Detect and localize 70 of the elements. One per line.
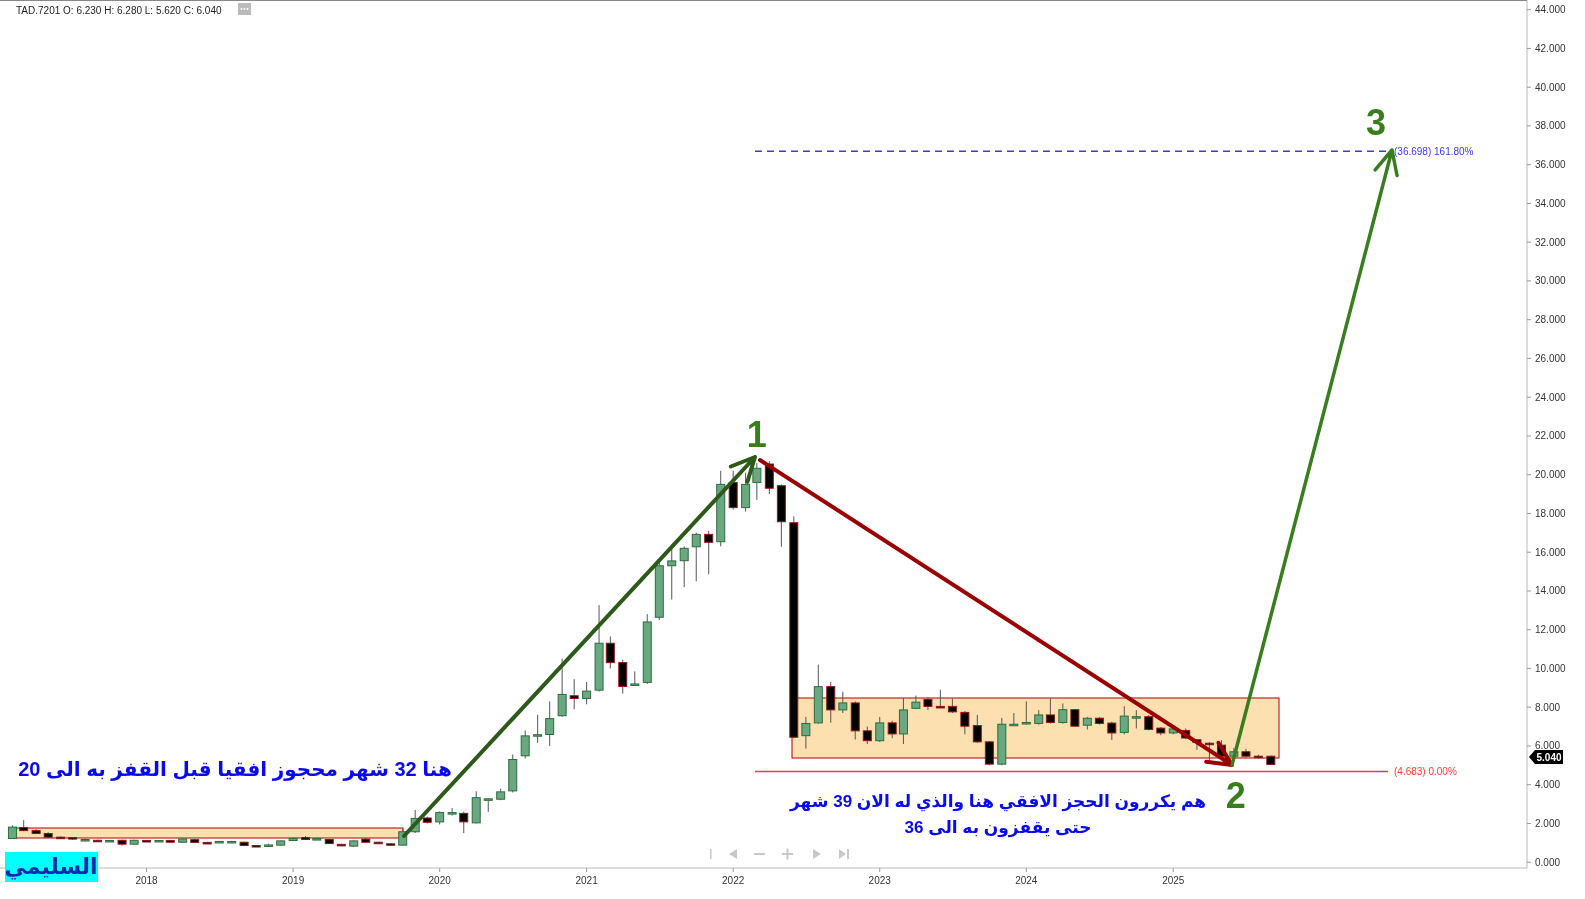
candlestick: [447, 807, 457, 817]
y-tick-label: 14.000: [1535, 585, 1567, 597]
y-tick-label: 6.000: [1535, 740, 1561, 752]
y-tick-label: 4.000: [1535, 779, 1561, 791]
annotation: السليمي: [4, 854, 98, 880]
candlestick: [875, 716, 885, 743]
candlestick: [741, 472, 751, 512]
y-tick-label: 28.000: [1535, 314, 1567, 326]
candlestick: [838, 691, 848, 714]
y-tick-label: 8.000: [1535, 701, 1561, 713]
y-tick-label: 30.000: [1535, 275, 1567, 287]
candlestick: [1009, 712, 1019, 727]
candlestick: [972, 714, 982, 744]
annotation: 1: [746, 414, 767, 456]
x-tick-label: 2020: [428, 875, 452, 886]
candlestick: [582, 681, 592, 705]
x-tick-label: 2023: [868, 875, 892, 886]
y-tick-label: 10.000: [1535, 662, 1567, 674]
y-tick-label: 44.000: [1535, 4, 1567, 16]
x-tick-label: 2018: [135, 875, 159, 886]
x-tick-label: 2025: [1162, 875, 1185, 886]
y-tick-label: 36.000: [1535, 159, 1567, 171]
candlestick: [801, 716, 811, 750]
candlestick: [960, 710, 970, 735]
candlestick: [557, 658, 567, 718]
candlestick: [1021, 700, 1031, 726]
y-tick-label: 34.000: [1535, 197, 1567, 209]
candlestick: [1045, 697, 1055, 725]
candlestick: [679, 545, 689, 588]
candlestick: [1058, 702, 1068, 725]
candlestick: [1119, 705, 1129, 735]
y-tick-label: 16.000: [1535, 546, 1567, 558]
y-tick-label: 32.000: [1535, 236, 1567, 248]
annotation: 2: [1225, 775, 1246, 817]
y-tick-label: 12.000: [1535, 624, 1567, 636]
x-tick-label: 2022: [722, 875, 745, 886]
y-tick-label: 26.000: [1535, 352, 1567, 364]
candlestick: [826, 681, 836, 724]
candlestick: [459, 811, 469, 834]
candlestick: [984, 740, 994, 766]
y-tick-label: 0.000: [1535, 856, 1561, 868]
y-tick-label: 38.000: [1535, 120, 1567, 132]
candlestick: [1131, 709, 1141, 729]
ref-line-label: (4.683) 0.00%: [1394, 765, 1457, 777]
y-tick-label: 24.000: [1535, 391, 1567, 403]
candlestick: [935, 689, 945, 709]
candlestick: [520, 729, 530, 760]
y-tick-label: 20.000: [1535, 469, 1567, 481]
candlestick: [752, 462, 762, 501]
text: TAD.7201 O: 6.230 H: 6.280 L: 5.620 C: 6.040: [16, 5, 222, 16]
candlestick: [618, 659, 628, 695]
candlestick: [569, 678, 579, 710]
candlestick: [691, 532, 701, 582]
text: 5.040: [1536, 751, 1562, 763]
y-tick-label: 42.000: [1535, 42, 1567, 54]
candlestick: [605, 635, 615, 669]
candlestick: [545, 700, 555, 747]
y-tick-label: 2.000: [1535, 817, 1561, 829]
annotation: هم يكررون الحجز الافقي هنا والذي له الان 39 شهر حتى يقفزون به الى 36: [788, 792, 1207, 838]
annotation: 3: [1365, 102, 1387, 143]
candlestick: [704, 530, 714, 575]
x-tick-label: 2019: [281, 875, 305, 886]
y-tick-label: 40.000: [1535, 81, 1567, 93]
x-tick-label: 2024: [1015, 875, 1038, 886]
ref-line-label: (36.698) 161.80%: [1394, 145, 1474, 157]
y-tick-label: 22.000: [1535, 430, 1567, 442]
x-tick-label: 2021: [575, 875, 599, 886]
candlestick: [533, 714, 543, 744]
y-tick-label: 18.000: [1535, 507, 1567, 519]
annotation: هنا 32 شهر محجوز افقيا قبل القفز به الى 20: [18, 758, 452, 781]
